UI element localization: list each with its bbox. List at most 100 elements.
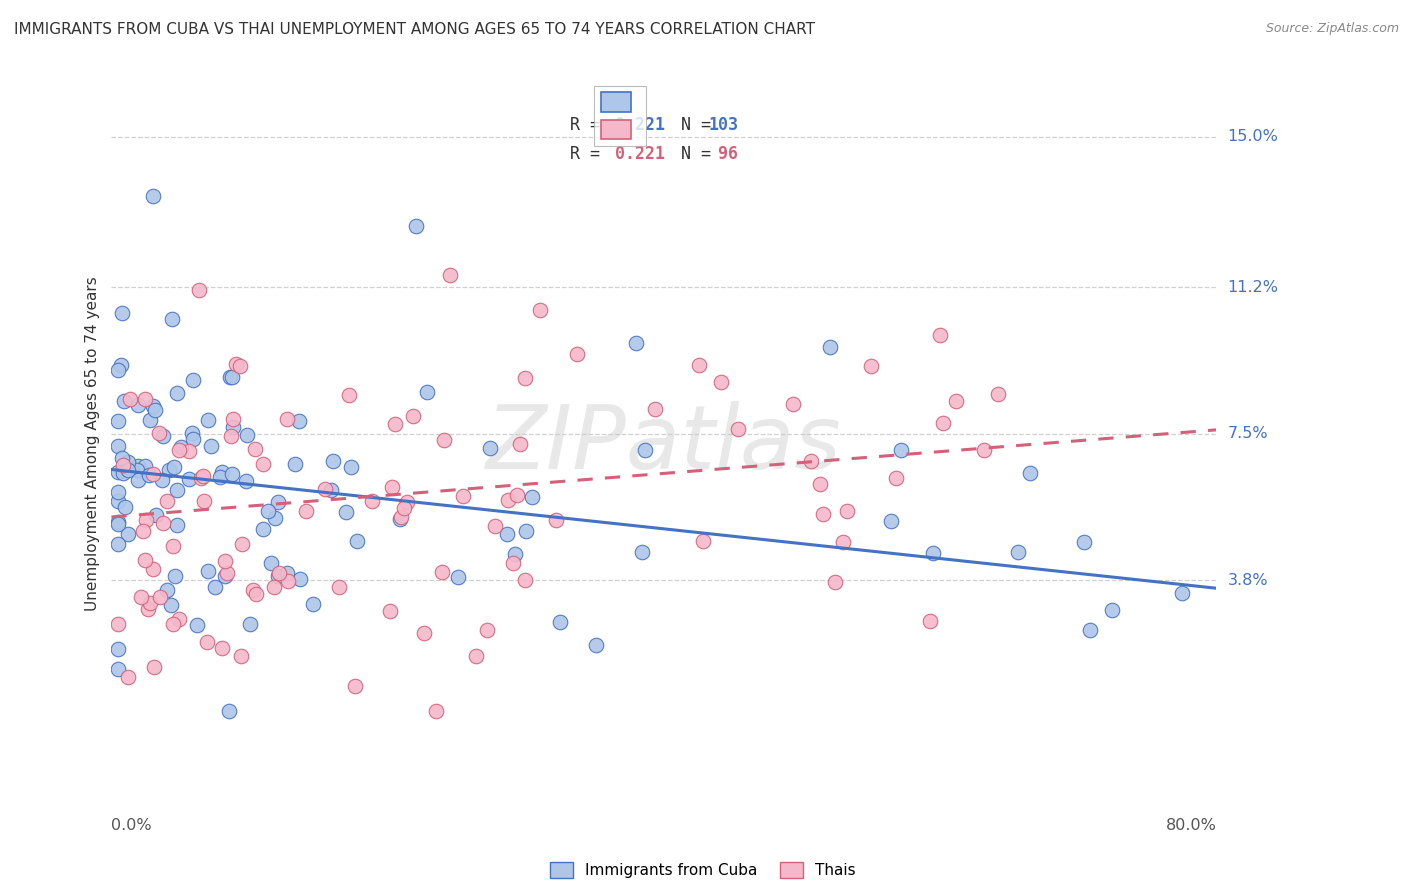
Point	[138, 467, 160, 482]
Point	[143, 402, 166, 417]
Text: 11.2%: 11.2%	[1227, 280, 1278, 294]
Point	[266, 494, 288, 508]
Point	[689, 358, 711, 372]
Point	[835, 504, 858, 518]
Point	[218, 370, 240, 384]
Point	[219, 428, 242, 442]
Point	[515, 371, 537, 385]
Point	[157, 463, 180, 477]
Point	[221, 369, 243, 384]
Text: N =: N =	[661, 116, 721, 134]
Point	[150, 473, 173, 487]
Point	[107, 517, 129, 532]
Point	[134, 392, 156, 406]
Text: R =: R =	[569, 116, 610, 134]
Point	[430, 565, 453, 579]
Point	[929, 327, 952, 342]
Text: ZIPatlas: ZIPatlas	[486, 401, 842, 487]
Point	[1101, 603, 1123, 617]
Text: Source: ZipAtlas.com: Source: ZipAtlas.com	[1265, 22, 1399, 36]
Point	[276, 411, 298, 425]
Point	[167, 442, 190, 457]
Point	[831, 534, 853, 549]
Point	[945, 394, 967, 409]
Point	[107, 363, 129, 377]
Point	[107, 663, 129, 677]
Text: 7.5%: 7.5%	[1227, 426, 1268, 442]
Point	[231, 649, 253, 664]
Point	[344, 679, 367, 693]
Point	[235, 428, 257, 442]
Point	[319, 483, 342, 497]
Point	[200, 439, 222, 453]
Point	[515, 524, 537, 538]
Point	[1170, 586, 1192, 600]
Point	[264, 511, 287, 525]
Point	[634, 443, 657, 458]
Y-axis label: Unemployment Among Ages 65 to 74 years: Unemployment Among Ages 65 to 74 years	[86, 277, 100, 611]
Point	[505, 547, 527, 561]
Point	[405, 219, 427, 233]
Point	[181, 432, 204, 446]
Point	[340, 459, 363, 474]
Point	[188, 284, 211, 298]
Point	[107, 494, 129, 508]
Point	[520, 490, 543, 504]
Point	[165, 569, 187, 583]
Point	[529, 303, 551, 318]
Point	[710, 375, 733, 389]
Point	[565, 347, 588, 361]
Point	[152, 516, 174, 530]
Point	[388, 512, 411, 526]
Point	[692, 533, 714, 548]
Point	[141, 467, 163, 481]
Point	[860, 359, 883, 374]
Point	[112, 466, 135, 480]
Point	[197, 564, 219, 578]
Text: R =: R =	[569, 145, 610, 163]
Point	[142, 562, 165, 576]
Point	[162, 616, 184, 631]
Point	[294, 504, 316, 518]
Point	[215, 566, 238, 581]
Point	[484, 518, 506, 533]
Point	[433, 433, 456, 447]
Point	[782, 397, 804, 411]
Point	[239, 616, 262, 631]
Point	[214, 569, 236, 583]
Point	[384, 417, 406, 432]
Point	[920, 614, 942, 628]
Point	[156, 582, 179, 597]
Point	[134, 459, 156, 474]
Point	[166, 517, 188, 532]
Point	[644, 402, 666, 417]
Point	[335, 505, 357, 519]
Point	[135, 513, 157, 527]
Point	[229, 359, 252, 374]
Text: 3.8%: 3.8%	[1227, 573, 1268, 588]
Point	[138, 596, 160, 610]
Point	[727, 422, 749, 436]
Point	[808, 476, 831, 491]
Point	[548, 615, 571, 629]
Point	[242, 582, 264, 597]
Point	[107, 616, 129, 631]
Point	[117, 455, 139, 469]
Point	[337, 387, 360, 401]
Point	[824, 574, 846, 589]
Point	[134, 553, 156, 567]
Point	[276, 566, 298, 580]
Point	[479, 441, 502, 455]
Point	[112, 393, 135, 408]
Point	[260, 557, 283, 571]
Point	[127, 473, 149, 487]
Point	[125, 463, 148, 477]
Point	[288, 413, 311, 427]
Point	[118, 392, 141, 406]
Point	[1007, 545, 1029, 559]
Point	[402, 409, 425, 423]
Point	[218, 704, 240, 718]
Point	[211, 465, 233, 479]
Point	[225, 357, 247, 371]
Point	[148, 426, 170, 441]
